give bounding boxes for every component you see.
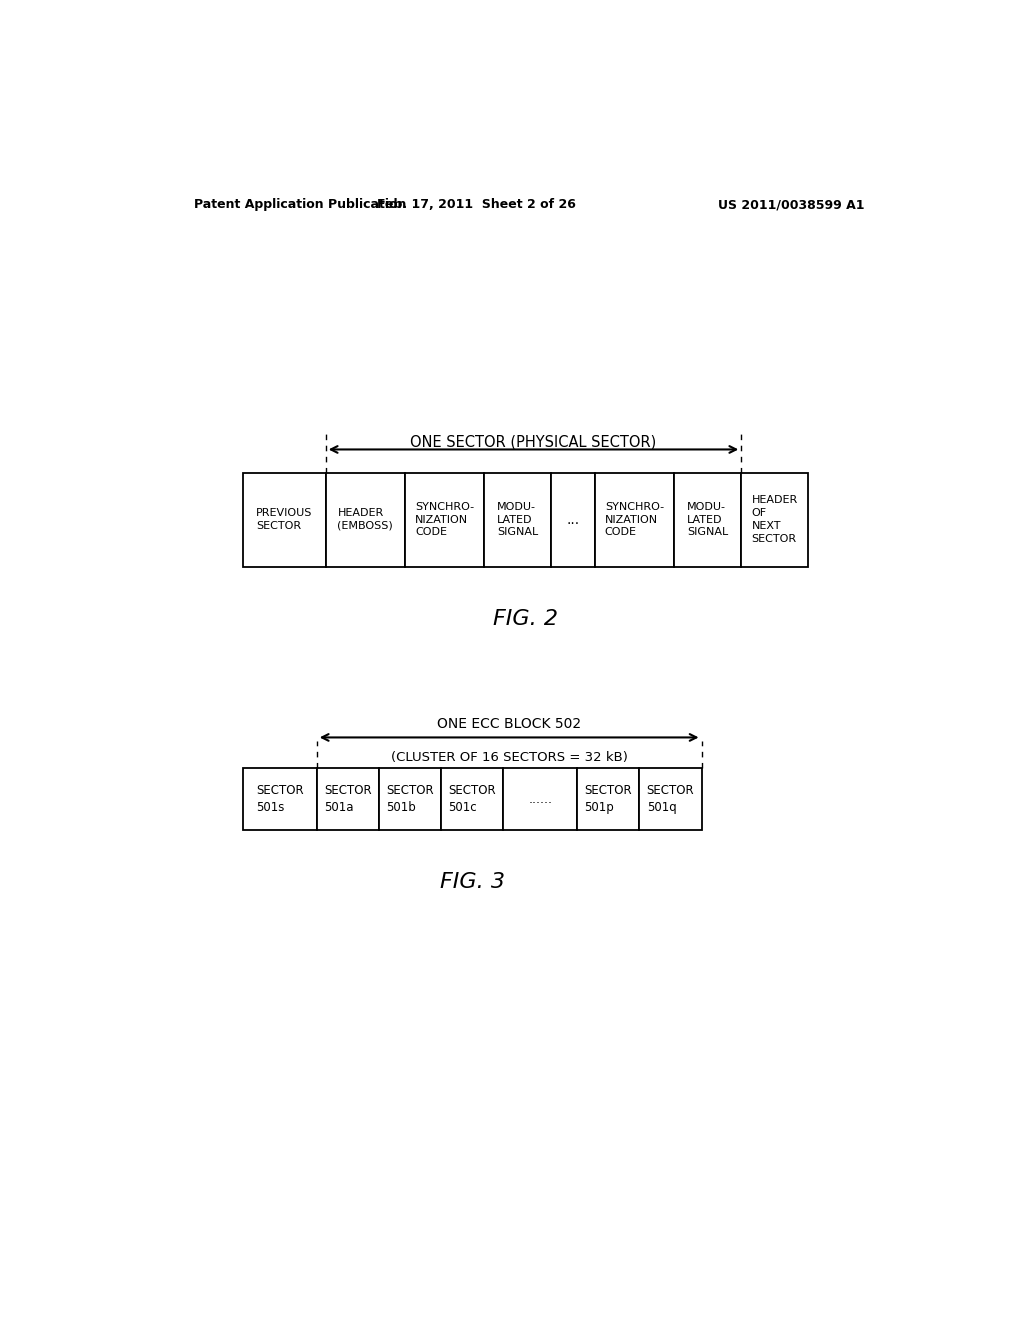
Text: ......: ...... bbox=[528, 792, 552, 805]
Text: ONE ECC BLOCK 502: ONE ECC BLOCK 502 bbox=[437, 718, 582, 731]
Text: ONE SECTOR (PHYSICAL SECTOR): ONE SECTOR (PHYSICAL SECTOR) bbox=[411, 434, 656, 449]
Text: SECTOR
501a: SECTOR 501a bbox=[324, 784, 372, 814]
Bar bbox=[243, 768, 316, 830]
Text: SECTOR
501s: SECTOR 501s bbox=[256, 784, 303, 814]
Bar bbox=[441, 768, 503, 830]
Text: HEADER
(EMBOSS): HEADER (EMBOSS) bbox=[338, 508, 393, 531]
Text: SECTOR
501c: SECTOR 501c bbox=[449, 784, 496, 814]
Text: MODU-
LATED
SIGNAL: MODU- LATED SIGNAL bbox=[687, 502, 728, 537]
Text: SYNCHRO-
NIZATION
CODE: SYNCHRO- NIZATION CODE bbox=[605, 502, 664, 537]
Text: SECTOR
501p: SECTOR 501p bbox=[585, 784, 632, 814]
Bar bbox=[243, 473, 326, 566]
Text: FIG. 2: FIG. 2 bbox=[494, 609, 558, 628]
Bar bbox=[379, 768, 441, 830]
Text: HEADER
OF
NEXT
SECTOR: HEADER OF NEXT SECTOR bbox=[752, 495, 798, 544]
Text: FIG. 3: FIG. 3 bbox=[439, 873, 505, 892]
Text: MODU-
LATED
SIGNAL: MODU- LATED SIGNAL bbox=[497, 502, 539, 537]
Bar bbox=[639, 768, 701, 830]
Bar bbox=[316, 768, 379, 830]
Text: SYNCHRO-
NIZATION
CODE: SYNCHRO- NIZATION CODE bbox=[415, 502, 474, 537]
Bar bbox=[674, 473, 741, 566]
Text: (CLUSTER OF 16 SECTORS = 32 kB): (CLUSTER OF 16 SECTORS = 32 kB) bbox=[391, 751, 628, 764]
Bar bbox=[503, 768, 578, 830]
Text: Patent Application Publication: Patent Application Publication bbox=[194, 198, 407, 211]
Bar bbox=[741, 473, 809, 566]
Text: PREVIOUS
SECTOR: PREVIOUS SECTOR bbox=[256, 508, 312, 531]
Bar bbox=[404, 473, 484, 566]
Text: SECTOR
501q: SECTOR 501q bbox=[646, 784, 694, 814]
Bar bbox=[484, 473, 551, 566]
Text: Feb. 17, 2011  Sheet 2 of 26: Feb. 17, 2011 Sheet 2 of 26 bbox=[377, 198, 577, 211]
Text: SECTOR
501b: SECTOR 501b bbox=[386, 784, 434, 814]
Bar bbox=[326, 473, 404, 566]
Text: US 2011/0038599 A1: US 2011/0038599 A1 bbox=[718, 198, 864, 211]
Bar bbox=[595, 473, 674, 566]
Bar bbox=[551, 473, 595, 566]
Text: ...: ... bbox=[566, 512, 580, 527]
Bar bbox=[578, 768, 639, 830]
